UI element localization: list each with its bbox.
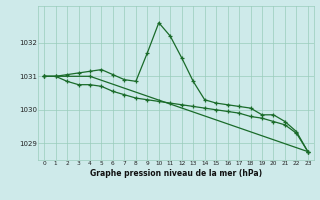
- X-axis label: Graphe pression niveau de la mer (hPa): Graphe pression niveau de la mer (hPa): [90, 169, 262, 178]
